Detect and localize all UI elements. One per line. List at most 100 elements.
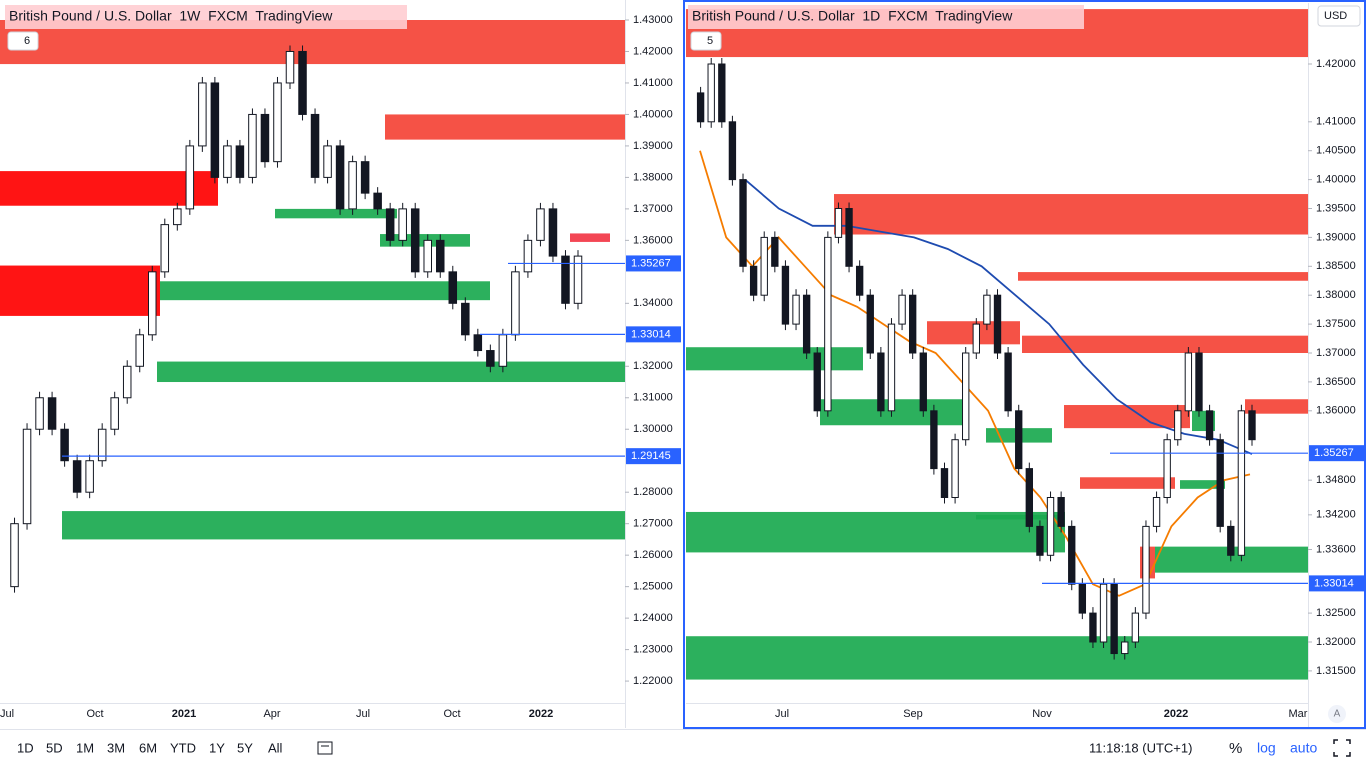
price-tag bbox=[1308, 575, 1364, 592]
candle bbox=[1015, 410, 1023, 470]
range-button[interactable]: 5D bbox=[46, 740, 63, 755]
price-tick-label: 1.39000 bbox=[1316, 231, 1356, 243]
price-tick-label: 1.40000 bbox=[633, 108, 673, 120]
interval-badge-box[interactable] bbox=[690, 31, 722, 51]
zone bbox=[275, 208, 397, 219]
interval-badge-box[interactable] bbox=[7, 31, 39, 51]
candle bbox=[122, 365, 132, 399]
candle bbox=[573, 255, 583, 304]
price-tick-label: 1.23000 bbox=[633, 644, 673, 656]
plot-area bbox=[0, 20, 625, 593]
date-range-icon[interactable] bbox=[317, 741, 333, 755]
axis-mode-bg[interactable] bbox=[1328, 705, 1346, 723]
log-toggle[interactable]: log bbox=[1257, 740, 1276, 756]
price-tick-label: 1.26000 bbox=[633, 549, 673, 561]
range-button[interactable]: YTD bbox=[170, 740, 196, 755]
candle bbox=[951, 439, 959, 499]
price-tick-label: 1.38000 bbox=[633, 171, 673, 183]
candle bbox=[1099, 583, 1108, 643]
zone bbox=[1022, 335, 1308, 353]
zone bbox=[157, 361, 625, 383]
currency-box[interactable] bbox=[1317, 5, 1361, 27]
price-tick-label: 1.34200 bbox=[1316, 509, 1356, 521]
candle bbox=[834, 208, 843, 238]
price-tick-label: 1.38000 bbox=[1316, 289, 1356, 301]
axis-mode[interactable]: A bbox=[1334, 709, 1341, 720]
range-button[interactable]: 6M bbox=[139, 740, 157, 755]
candle bbox=[696, 92, 705, 123]
zone bbox=[1180, 480, 1225, 489]
zone bbox=[1080, 477, 1175, 489]
candle bbox=[1110, 583, 1118, 655]
price-tag-label: 1.35267 bbox=[631, 257, 671, 269]
candle bbox=[728, 121, 737, 181]
interval-badge[interactable]: 6 bbox=[24, 35, 30, 47]
candle bbox=[760, 236, 768, 296]
candle bbox=[148, 271, 157, 336]
time-label: Sep bbox=[903, 708, 923, 720]
range-button[interactable]: 3M bbox=[107, 740, 125, 755]
price-tick-label: 1.32500 bbox=[1316, 607, 1356, 619]
range-button[interactable]: All bbox=[268, 740, 283, 755]
time-label: Oct bbox=[443, 708, 460, 720]
candle bbox=[110, 397, 119, 430]
price-tick-label: 1.25000 bbox=[633, 581, 673, 593]
candle bbox=[1152, 497, 1161, 527]
price-tick-label: 1.31000 bbox=[633, 392, 673, 404]
price-tick-label: 1.36000 bbox=[1316, 405, 1356, 417]
fullscreen-icon[interactable] bbox=[1333, 739, 1351, 757]
price-tick-label: 1.38500 bbox=[1316, 260, 1356, 272]
range-button[interactable]: 5Y bbox=[237, 740, 253, 755]
zone bbox=[160, 281, 490, 301]
zone bbox=[1064, 405, 1190, 429]
candle bbox=[498, 334, 508, 367]
price-tag bbox=[1308, 445, 1364, 462]
candle bbox=[198, 82, 207, 147]
plot-area bbox=[686, 9, 1308, 680]
candle bbox=[781, 265, 790, 325]
candle bbox=[1163, 439, 1171, 499]
candle bbox=[1227, 525, 1235, 556]
zone bbox=[686, 636, 1308, 680]
range-button[interactable]: 1M bbox=[76, 740, 94, 755]
candle bbox=[771, 236, 779, 267]
currency[interactable]: USD bbox=[1324, 10, 1347, 22]
candle bbox=[792, 294, 800, 325]
zone bbox=[834, 194, 1308, 235]
range-button[interactable]: 1Y bbox=[209, 740, 225, 755]
active-pane-border bbox=[683, 0, 1366, 729]
price-tick-label: 1.40500 bbox=[1316, 145, 1356, 157]
price-tag bbox=[625, 255, 681, 272]
candle bbox=[824, 236, 832, 412]
candle bbox=[930, 410, 938, 470]
candle bbox=[813, 352, 821, 412]
price-tick-label: 1.37500 bbox=[1316, 318, 1356, 330]
interval-badge[interactable]: 5 bbox=[707, 35, 713, 47]
clock: 11:18:18 (UTC+1) bbox=[1089, 740, 1192, 755]
candle bbox=[10, 523, 19, 588]
price-tick-label: 1.43000 bbox=[633, 14, 673, 26]
candle bbox=[866, 294, 874, 354]
zone bbox=[1245, 399, 1308, 414]
candle bbox=[1142, 525, 1150, 614]
price-tick-label: 1.34800 bbox=[1316, 474, 1356, 486]
candle bbox=[185, 145, 195, 210]
moving-average bbox=[744, 178, 1253, 455]
auto-toggle[interactable]: auto bbox=[1290, 740, 1317, 756]
percent-toggle[interactable]: % bbox=[1229, 740, 1242, 757]
time-label: 2022 bbox=[529, 708, 553, 720]
candle bbox=[260, 113, 270, 163]
chart-pane: 1.35267 1.33014 1.42000 1.41000 1.40500 1.400… bbox=[686, 3, 1364, 728]
candle bbox=[373, 192, 382, 210]
chart-title: British Pound / U.S. Dollar 1D FXCM Trad… bbox=[692, 8, 1013, 24]
range-button[interactable]: 1D bbox=[17, 740, 34, 755]
candle bbox=[1248, 410, 1256, 441]
charts-layer: 1.35267 1.33014 1.29145 1.43000 1.42000 1.410… bbox=[0, 0, 1364, 728]
candle bbox=[561, 255, 570, 304]
price-tick-label: 1.39000 bbox=[633, 140, 673, 152]
title-box bbox=[5, 5, 407, 29]
candle bbox=[962, 352, 970, 441]
candle bbox=[845, 208, 853, 267]
time-label: Jul bbox=[0, 708, 14, 720]
